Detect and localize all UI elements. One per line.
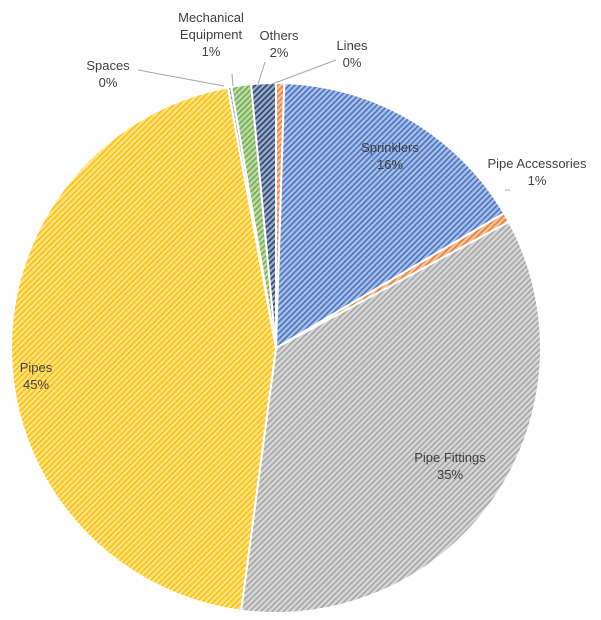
data-label-percent: 1%	[528, 173, 547, 188]
data-label-name: Equipment	[180, 27, 243, 42]
leader-line-mechanical-equipment	[231, 73, 234, 87]
data-label-sprinklers: Sprinklers 16%	[361, 140, 419, 172]
data-label-name: Mechanical	[178, 10, 244, 25]
data-label-mechanical-equipment: Mechanical Equipment 1%	[178, 10, 244, 59]
data-label-name: Pipe Accessories	[488, 156, 587, 171]
leader-line-lines	[271, 59, 337, 85]
leader-lines	[137, 59, 510, 191]
data-label-percent: 0%	[99, 75, 118, 90]
data-label-name: Sprinklers	[361, 140, 419, 155]
data-label-others: Others 2%	[259, 28, 299, 60]
data-label-percent: 16%	[377, 157, 403, 172]
data-label-pipes: Pipes 45%	[20, 360, 53, 392]
data-label-name: Pipe Fittings	[414, 450, 486, 465]
data-label-percent: 0%	[343, 55, 362, 70]
data-label-percent: 2%	[270, 45, 289, 60]
data-label-percent: 35%	[437, 467, 463, 482]
leader-line-spaces	[137, 69, 225, 87]
leader-line-others	[257, 61, 266, 85]
data-label-percent: 1%	[202, 44, 221, 59]
data-label-name: Others	[259, 28, 299, 43]
data-label-name: Lines	[336, 38, 368, 53]
data-label-pipe-fittings: Pipe Fittings 35%	[414, 450, 486, 482]
data-label-spaces: Spaces 0%	[86, 58, 130, 90]
data-label-pipe-accessories: Pipe Accessories 1%	[488, 156, 587, 188]
slices-layer	[10, 81, 542, 614]
data-label-name: Pipes	[20, 360, 53, 375]
data-label-name: Spaces	[86, 58, 130, 73]
data-label-lines: Lines 0%	[336, 38, 368, 70]
pie-slice-pipe-fittings	[240, 220, 542, 614]
pie-slice-sprinklers	[274, 82, 506, 350]
pie-slice-pipes	[10, 86, 278, 612]
data-label-percent: 45%	[23, 377, 49, 392]
